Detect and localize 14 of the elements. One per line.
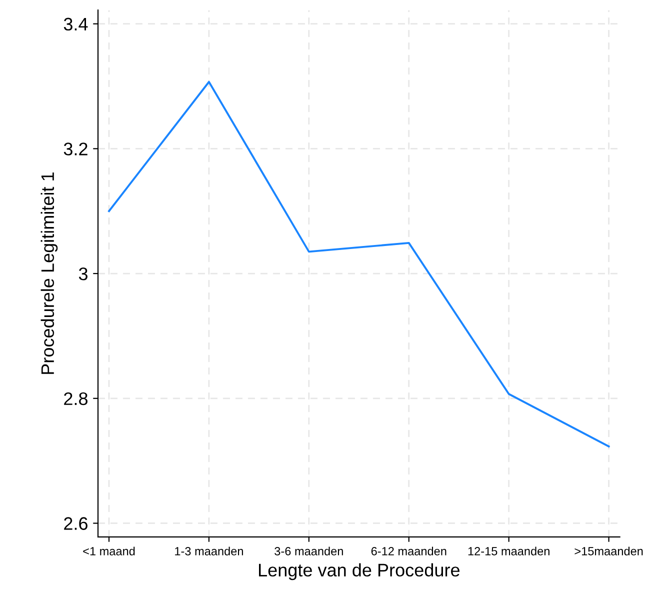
x-tick-label: 3-6 maanden [274, 546, 343, 556]
x-tick-label: 6-12 maanden [371, 546, 446, 556]
y-tick-label: 2.6 [64, 517, 88, 530]
x-tick-label: <1 maand [83, 546, 135, 556]
line-series [108, 80, 610, 448]
x-tick-label: >15maanden [574, 546, 643, 556]
y-tick-label: 3 [78, 267, 88, 280]
x-tick-label: 12-15 maanden [468, 546, 550, 556]
x-tick-label: 1-3 maanden [175, 546, 243, 556]
y-tick-label: 3.2 [64, 142, 88, 156]
y-axis-title: Procedurele Legitimiteit 1 [40, 172, 58, 374]
y-tick-label: 3.4 [64, 18, 88, 31]
y-tick-label: 2.8 [64, 392, 88, 406]
x-axis-title: Lengte van de Procedure [259, 563, 460, 580]
